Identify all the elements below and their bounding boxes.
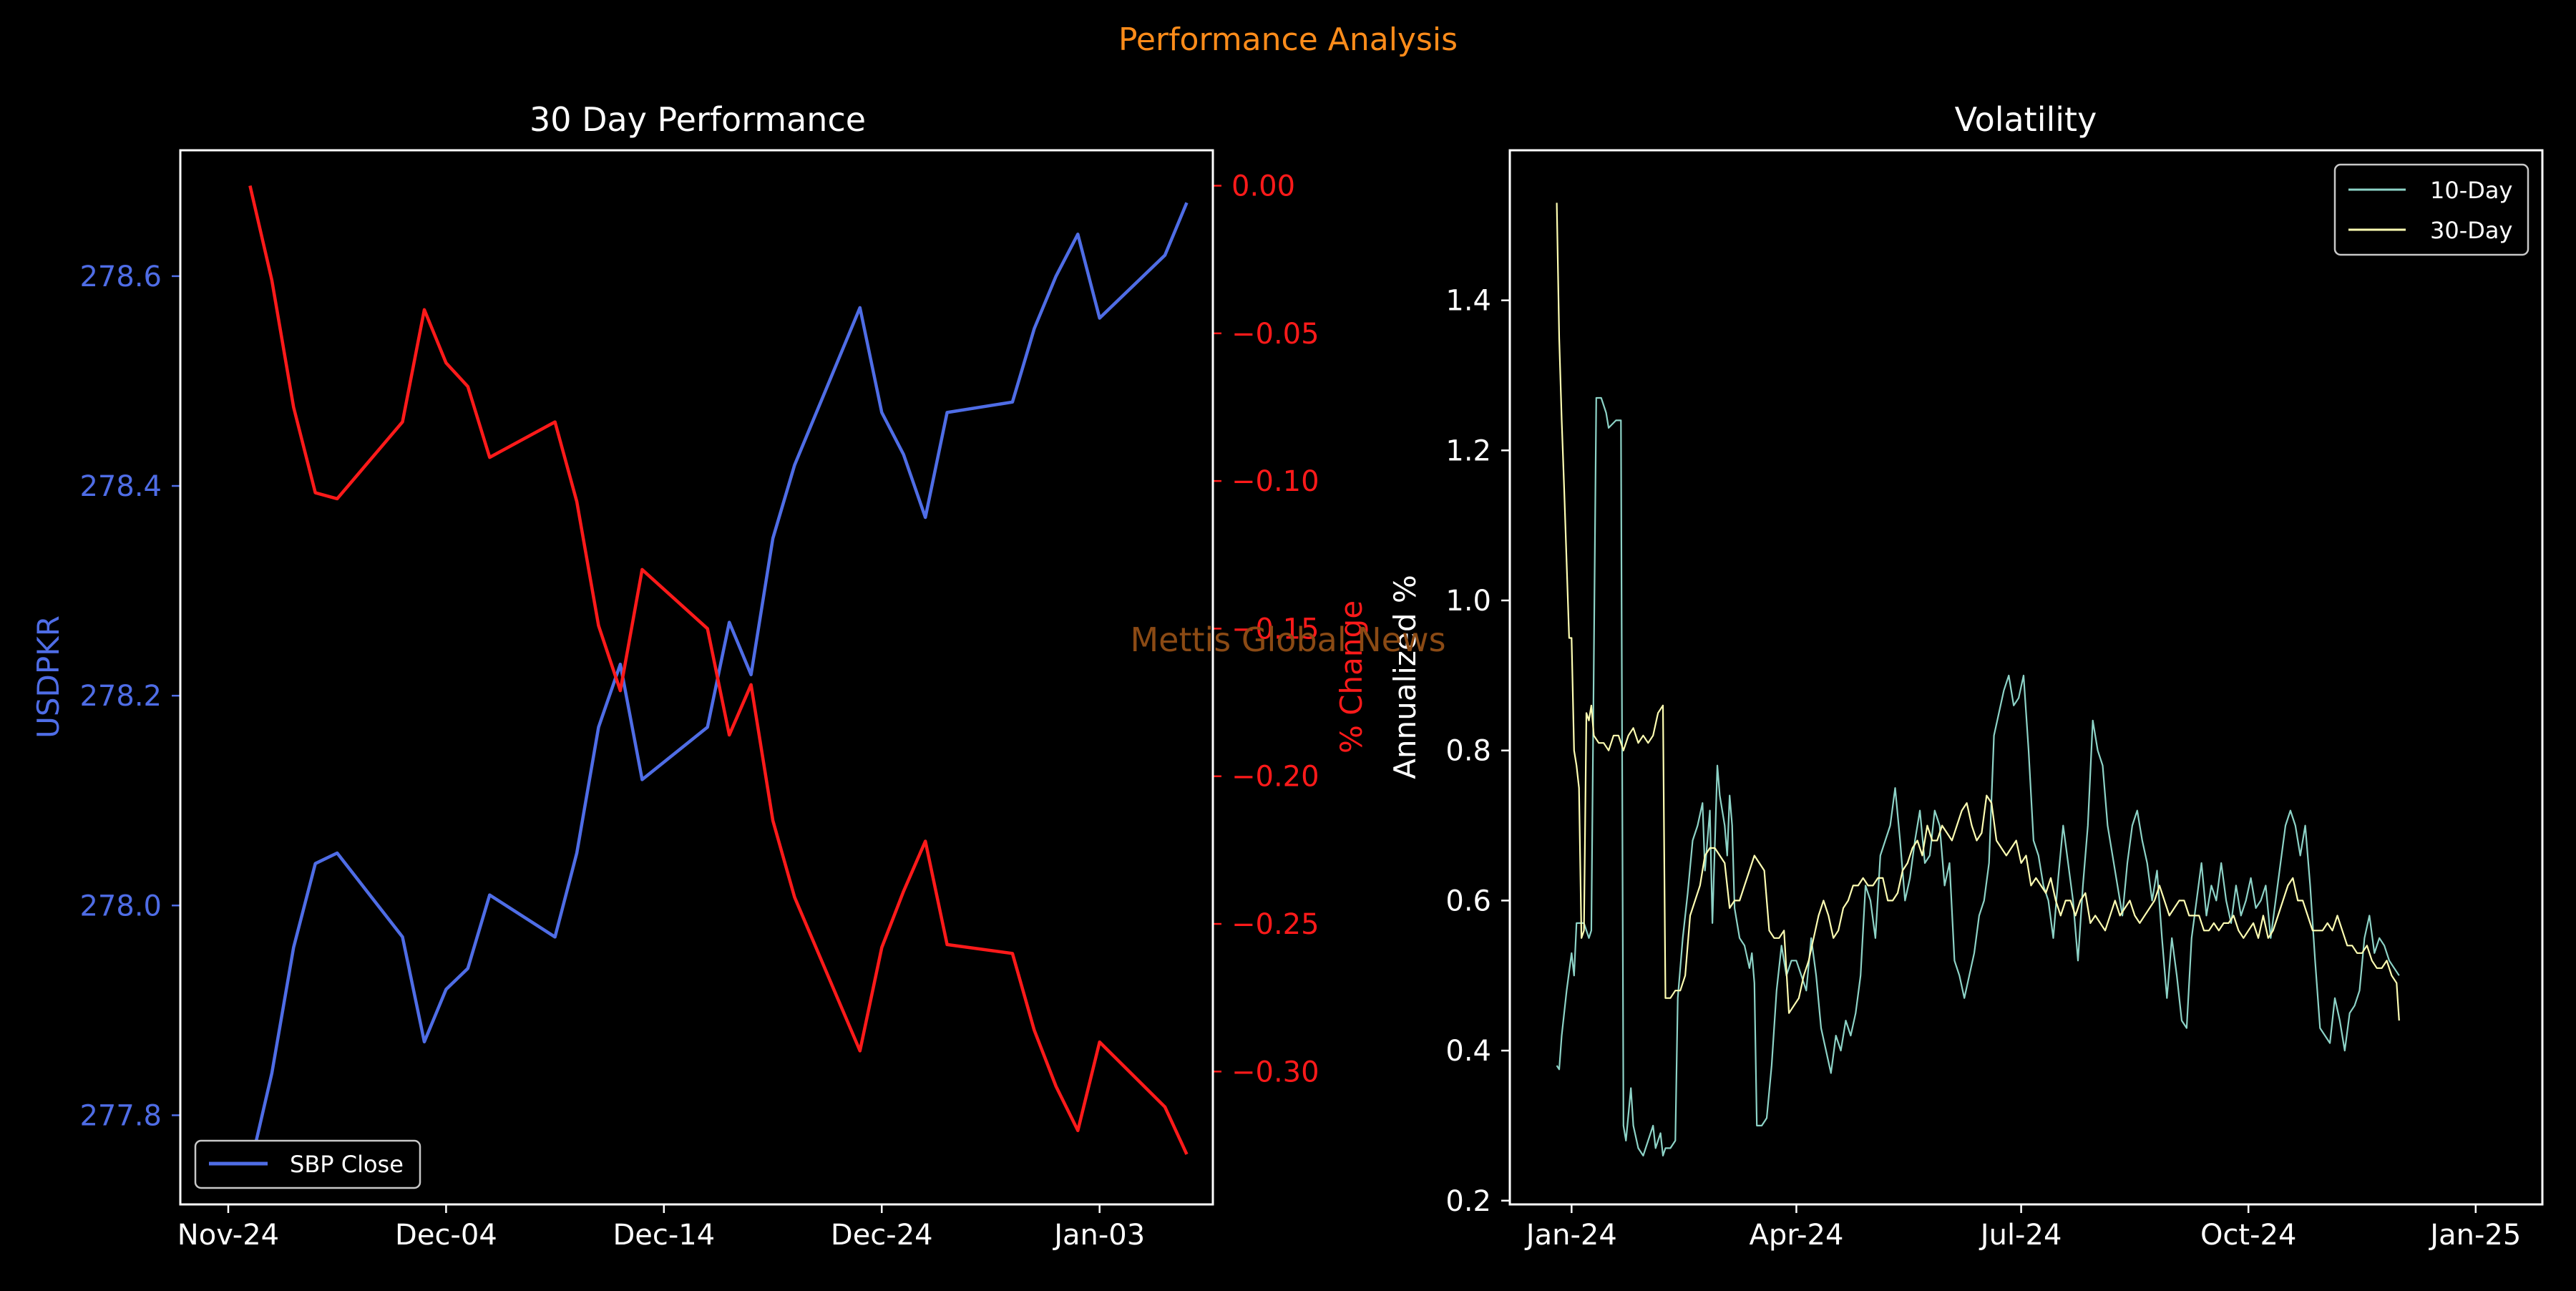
- left-y-tick-label: 278.0: [79, 890, 162, 922]
- left-chart-ticks: Nov-24 Dec-04 Dec-14 Dec-24 Jan-03 277.8 278.0…: [79, 170, 1319, 1252]
- right-chart-x-tick-label: Jan-24: [1524, 1219, 1617, 1252]
- right-chart-panel: Volatility Jan-24 Apr-24 Jul-24 Oct-24 Jan-2…: [1387, 100, 2544, 1252]
- legend-label-10-day: 10-Day: [2430, 177, 2512, 204]
- left-x-tick-label: Dec-24: [831, 1219, 933, 1252]
- legend-label-sbp-close: SBP Close: [290, 1151, 404, 1178]
- right-chart-series: [1556, 203, 2400, 1157]
- left-x-tick-label: Nov-24: [177, 1219, 279, 1252]
- right-chart-y-tick-label: 1.4: [1445, 285, 1491, 318]
- right-chart-legend: 10-Day 30-Day: [2333, 163, 2529, 256]
- left-y-tick-label: 277.8: [79, 1099, 162, 1132]
- figure-suptitle: Performance Analysis: [1118, 21, 1458, 58]
- left-chart-series: [248, 185, 1189, 1169]
- left-chart-legend: SBP Close: [194, 1139, 421, 1189]
- series-line-change: [248, 185, 1189, 1155]
- left-chart-frame: [179, 149, 1214, 1206]
- left-y-tick-label: 278.4: [79, 470, 162, 503]
- watermark-text: Mettis Global News: [1130, 620, 1445, 659]
- series-line-10-day: [1556, 396, 2400, 1157]
- left-x-tick-label: Dec-14: [613, 1219, 715, 1252]
- right-chart-y-tick-label: 0.2: [1445, 1185, 1491, 1218]
- right-chart-y-tick-label: 0.6: [1445, 885, 1491, 917]
- right-y-tick-label: −0.15: [1231, 613, 1319, 646]
- right-y-tick-label: −0.05: [1231, 318, 1319, 351]
- right-y-tick-label: −0.25: [1231, 908, 1319, 941]
- right-chart-x-tick-label: Jan-25: [2428, 1219, 2521, 1252]
- right-y-axis-label: % Change: [1334, 600, 1369, 754]
- legend-label-30-day: 30-Day: [2430, 217, 2512, 244]
- left-chart-title: 30 Day Performance: [530, 100, 866, 139]
- right-y-tick-label: −0.30: [1231, 1056, 1319, 1088]
- right-chart-x-tick-label: Apr-24: [1749, 1219, 1843, 1252]
- right-y-tick-label: −0.20: [1231, 761, 1319, 794]
- right-y-tick-label: −0.10: [1231, 465, 1319, 498]
- left-x-tick-label: Dec-04: [395, 1219, 497, 1252]
- legend-box: [194, 1139, 421, 1189]
- right-chart-y-tick-label: 0.4: [1445, 1035, 1491, 1068]
- left-chart-panel: 30 Day Performance Nov-24 Dec-04 Dec-14 Dec…: [31, 100, 1369, 1252]
- right-chart-y-tick-label: 1.0: [1445, 585, 1491, 618]
- right-chart-ticks: Jan-24 Apr-24 Jul-24 Oct-24 Jan-25 0.2 0.4 0.6 0…: [1445, 285, 2521, 1252]
- right-chart-x-tick-label: Oct-24: [2200, 1219, 2297, 1252]
- right-chart-y-tick-label: 1.2: [1445, 434, 1491, 467]
- series-line-30-day: [1556, 203, 2400, 1021]
- right-y-tick-label: 0.00: [1231, 170, 1295, 203]
- right-chart-x-tick-label: Jul-24: [1979, 1219, 2062, 1252]
- right-chart-y-tick-label: 0.8: [1445, 735, 1491, 768]
- right-chart-frame: [1508, 149, 2544, 1206]
- legend-box: [2333, 163, 2529, 256]
- left-y-tick-label: 278.6: [79, 260, 162, 293]
- left-x-tick-label: Jan-03: [1052, 1219, 1145, 1252]
- right-chart-y-axis-label: Annualized %: [1387, 575, 1423, 779]
- right-chart-title: Volatility: [1955, 100, 2097, 139]
- left-y-axis-label: USDPKR: [31, 615, 66, 739]
- left-y-tick-label: 278.2: [79, 680, 162, 713]
